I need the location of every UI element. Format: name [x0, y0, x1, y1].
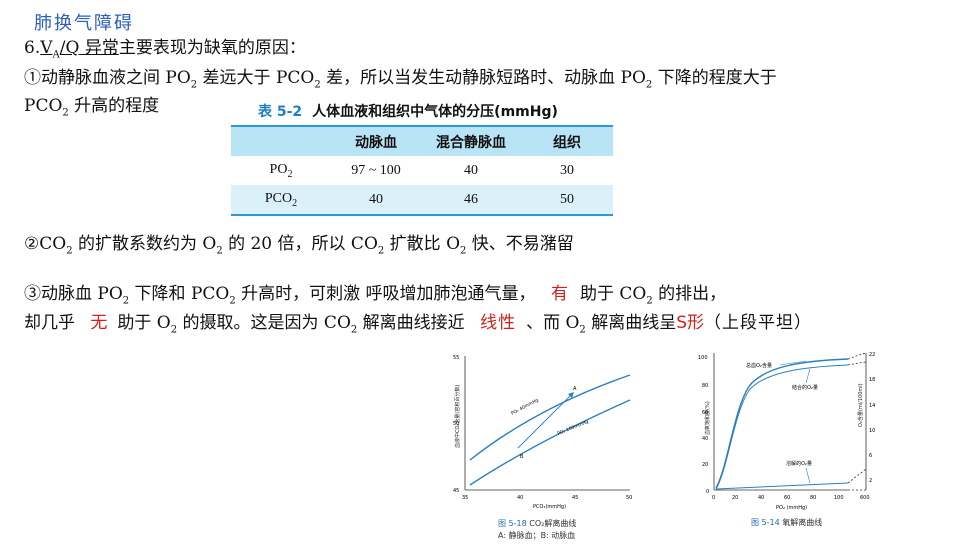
- co2-arrow-line: [517, 393, 573, 449]
- o2-ytick-right: 14: [869, 403, 875, 409]
- o2-ytick-right: 6: [869, 453, 872, 459]
- heading-vaq: VA/Q 异常: [40, 38, 119, 61]
- heading-abnormal: 异常: [79, 38, 119, 58]
- co2-ytick: 50: [453, 421, 459, 427]
- fill-blank-linear: 线性: [480, 313, 517, 333]
- point3-line1: ③动脉血 PO2 下降和 PCO2 升高时，可刺激 呼吸增加肺泡通气量， 有助于…: [24, 284, 727, 307]
- o2-ytick: 100: [698, 355, 708, 361]
- point1-line1: ①动静脉血液之间 PO2 差远大于 PCO2 差，所以当发生动静脉短路时、动脉血…: [24, 68, 777, 91]
- o2-ylabel-right: O₂含量(ml/100ml): [857, 383, 864, 427]
- row-label-pco2: PCO2: [264, 190, 298, 209]
- o2-label-total: 总血O₂含量: [746, 362, 772, 369]
- heading-q: Q: [65, 38, 80, 58]
- co2-curve-arterial: [469, 399, 631, 486]
- co2-curve2-label: PO₂ 100mmHg: [557, 419, 590, 437]
- note-upper-flat: （上段平坦）: [704, 313, 812, 333]
- o2-xtick: 80: [810, 495, 816, 501]
- point1-line2: PCO2 升高的程度: [24, 96, 160, 119]
- table-row: PO2 97 ~ 100 40 30: [231, 156, 613, 185]
- o2-label-bound: 结合的O₂量: [792, 384, 818, 391]
- o2-ytick-right: 10: [869, 428, 875, 434]
- section-title: 肺换气障碍: [34, 13, 134, 34]
- co2-curve-svg: 血液中CO₂含量(容积百分数) 55 50 45 35 40 45 50 PCO…: [453, 355, 632, 510]
- fill-blank-s-shape: S形: [676, 313, 704, 333]
- o2-ytick-right: 18: [869, 377, 875, 383]
- heading-a-sub: A: [52, 49, 60, 61]
- o2-ytick: 20: [702, 462, 708, 468]
- o2-xtick: 60: [784, 495, 790, 501]
- o2-xtick: 40: [758, 495, 764, 501]
- heading-rest: 主要表现为缺氧的原因：: [118, 38, 306, 58]
- table-row: PCO2 40 46 50: [231, 185, 613, 214]
- col-arterial: 动脉血: [355, 134, 397, 151]
- co2-point-a: A: [573, 386, 577, 392]
- figure-co2-curve: 血液中CO₂含量(容积百分数) 55 50 45 35 40 45 50 PCO…: [438, 350, 648, 550]
- fill-blank-you: 有: [550, 284, 568, 304]
- col-tissue: 组织: [553, 134, 581, 151]
- o2-label-dissolved: 溶解的O₂量: [786, 460, 812, 467]
- pressure-table: 动脉血 混合静脉血 组织 PO2 97 ~ 100 40 30 PCO2 40 …: [231, 125, 613, 216]
- o2-ytick-right: 22: [869, 352, 875, 358]
- table-header-row: 动脉血 混合静脉血 组织: [231, 127, 613, 156]
- o2-xtick: 0: [712, 495, 715, 501]
- co2-ylabel: 血液中CO₂含量(容积百分数): [454, 385, 461, 448]
- co2-curve-venous: [469, 374, 631, 461]
- co2-point-b: B: [520, 454, 524, 460]
- o2-xlabel: PO₂ (mmHg): [776, 505, 807, 511]
- co2-xlabel: PCO₂(mmHg): [533, 504, 566, 510]
- heading-prefix: 6.: [24, 38, 41, 58]
- point3-line2: 却几乎 无助于 O2 的摄取。这是因为 CO2 解离曲线接近 线性 、而 O2 解…: [24, 313, 812, 336]
- co2-ytick: 45: [453, 488, 459, 494]
- heading-slash: /: [59, 38, 66, 58]
- o2-ytick: 40: [702, 436, 708, 442]
- fill-blank-wu: 无: [90, 313, 108, 333]
- o2-xtick: 100: [834, 495, 844, 501]
- o2-xtick: 600: [860, 495, 870, 501]
- col-venous: 混合静脉血: [436, 134, 506, 151]
- point2: ②CO2 的扩散系数约为 O2 的 20 倍，所以 CO2 扩散比 O2 快、不…: [24, 234, 574, 257]
- o2-curve-dissolved: [715, 482, 849, 490]
- co2-xtick: 50: [626, 495, 632, 501]
- co2-caption-sub: A: 静脉血；B: 动脉血: [498, 531, 576, 540]
- o2-ytick: 60: [702, 410, 708, 416]
- o2-ytick: 80: [702, 383, 708, 389]
- co2-arrow-head: [568, 392, 574, 398]
- table-number: 表 5-2: [258, 104, 303, 120]
- row-label-po2: PO2: [269, 161, 293, 180]
- table-title: 表 5-2 人体血液和组织中气体的分压(mmHg): [258, 101, 558, 121]
- o2-xtick: 20: [732, 495, 738, 501]
- heading: 6.VA/Q 异常主要表现为缺氧的原因：: [24, 37, 306, 66]
- figure-o2-curve: 血氧饱和度(%) O₂含量(ml/100ml) 100 80 60 40 20 …: [688, 347, 888, 542]
- co2-xtick: 40: [517, 495, 523, 501]
- co2-ytick: 55: [453, 355, 459, 361]
- table-caption: 人体血液和组织中气体的分压(mmHg): [312, 104, 558, 120]
- o2-ytick: 0: [706, 489, 709, 495]
- o2-curve-svg: 血氧饱和度(%) O₂含量(ml/100ml) 100 80 60 40 20 …: [698, 352, 875, 511]
- co2-xtick: 45: [572, 495, 578, 501]
- co2-xtick: 35: [462, 495, 468, 501]
- o2-ylabel-left: 血氧饱和度(%): [704, 401, 711, 435]
- o2-curve-bound: [715, 364, 849, 490]
- o2-ytick-right: 2: [869, 478, 872, 484]
- heading-v: V: [40, 38, 53, 58]
- co2-curve1-label: PO₂ 40mmHg: [510, 397, 540, 417]
- co2-caption: 图 5-18 CO₂解离曲线: [498, 519, 577, 528]
- o2-caption: 图 5-14 氧解离曲线: [751, 518, 823, 527]
